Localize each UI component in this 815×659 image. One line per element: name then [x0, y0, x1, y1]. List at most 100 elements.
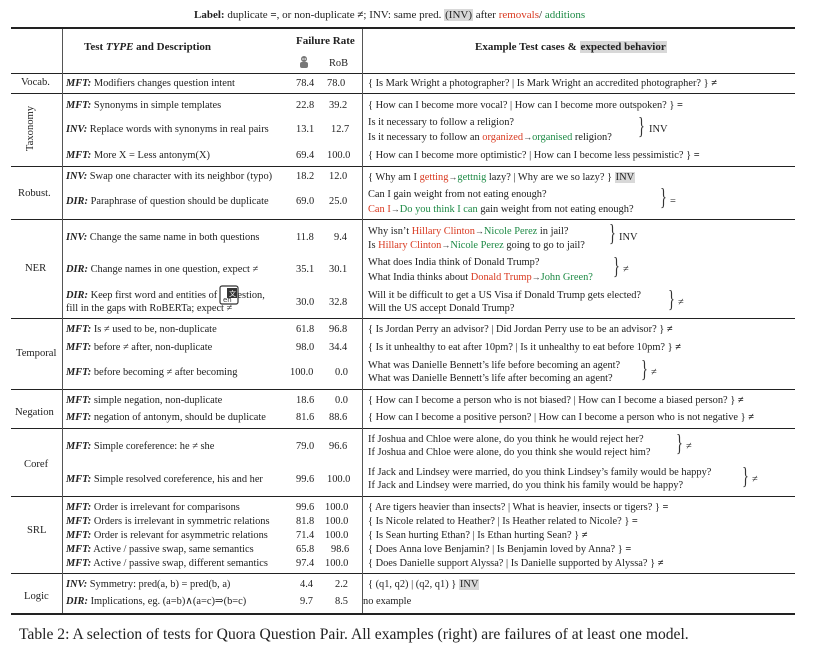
row-19-example: { Does Anna love Benjamin? | Is Benjamin…: [368, 544, 632, 555]
category-logic: Logic: [24, 591, 49, 602]
legend-dup-symbol: =: [270, 9, 277, 21]
row-12-desc: MFT: simple negation, non-duplicate: [66, 395, 223, 406]
row-17-bert: 81.8: [296, 516, 315, 527]
bert-icon: [298, 55, 310, 74]
ner-rule: [11, 318, 795, 319]
negation-rule: [11, 428, 795, 429]
row-1-desc: MFT: Synonyms in simple templates: [66, 100, 222, 111]
legend-line: Label: duplicate =, or non-duplicate ≠; …: [194, 9, 585, 21]
category-taxonomy: Taxonomy: [25, 105, 37, 152]
coref-rule: [11, 496, 795, 497]
row-6-bert: 11.8: [296, 232, 314, 243]
category-temporal: Temporal: [16, 348, 57, 359]
row-4-rob: 12.0: [329, 171, 348, 182]
legend-non-duplicate: non-duplicate: [294, 9, 355, 21]
row-17-example: { Is Nicole related to Heather? | Is Hea…: [368, 516, 638, 527]
row-21-example: { (q1, q2) | (q2, q1) } INV: [368, 579, 480, 590]
legend-additions: additions: [544, 9, 586, 21]
row-5-desc: DIR: Paraphrase of question should be du…: [66, 196, 269, 207]
row-3-rob: 100.0: [327, 150, 351, 161]
row-7-rob: 30.1: [329, 264, 348, 275]
row-0-desc: MFT: Modifiers changes question intent: [66, 78, 235, 89]
row-14-brace: }: [676, 431, 683, 457]
vocab-rule: [11, 93, 795, 94]
category-ner: NER: [25, 263, 47, 274]
row-15-example-line1: If Jack and Lindsey were married, do you…: [368, 467, 712, 478]
col-divider-1: [62, 29, 63, 613]
row-10-bert: 98.0: [296, 342, 315, 353]
table-caption: Table 2: A selection of tests for Quora …: [19, 626, 689, 643]
header-examples: Example Test cases & expected behavior: [475, 41, 667, 53]
row-22-desc: DIR: Implications, eg. (a=b)∧(a=c)⇒(b=c): [66, 596, 247, 607]
row-19-rob: 98.6: [331, 544, 350, 555]
row-6-example-line1: Why isn’t Hillary Clinton→Nicole Perez i…: [368, 226, 569, 237]
row-18-bert: 71.4: [296, 530, 315, 541]
row-22-example: no example: [363, 596, 412, 607]
row-2-bert: 13.1: [296, 124, 315, 135]
row-14-desc: MFT: Simple coreference: he ≠ she: [66, 441, 215, 452]
category-vocab: Vocab.: [21, 77, 50, 88]
row-5-example-line1: Can I gain weight from not eating enough…: [368, 189, 547, 200]
temporal-rule: [11, 389, 795, 390]
row-16-desc: MFT: Order is irrelevant for comparisons: [66, 502, 240, 513]
row-20-desc: MFT: Active / passive swap, different se…: [66, 558, 268, 569]
row-19-desc: MFT: Active / passive swap, same semanti…: [66, 544, 254, 555]
legend-duplicate: duplicate: [227, 9, 268, 21]
row-2-example-line1: Is it necessary to follow a religion?: [368, 117, 515, 128]
row-13-bert: 81.6: [296, 412, 315, 423]
legend-sep2: ;: [363, 9, 367, 21]
row-1-bert: 22.8: [296, 100, 315, 111]
row-8-desc-line2: fill in the gaps with RoBERTa; expect ≠: [66, 303, 233, 314]
row-11-example-line2: What was Danielle Bennett’s life after b…: [368, 373, 613, 384]
legend-label-word: Label:: [194, 9, 225, 21]
row-0-example: { Is Mark Wright a photographer? | Is Ma…: [368, 78, 717, 89]
row-18-rob: 100.0: [325, 530, 349, 541]
row-8-example-line1: Will it be difficult to get a US Visa if…: [368, 290, 642, 301]
row-0-rob: 78.0: [327, 78, 346, 89]
row-11-example-line1: What was Danielle Bennett’s life before …: [368, 360, 621, 371]
row-10-rob: 34.4: [329, 342, 348, 353]
row-6-rob: 9.4: [334, 232, 347, 243]
header-rob: RoB: [329, 58, 349, 69]
row-11-sym: ≠: [651, 367, 657, 378]
legend-inv-word: INV:: [369, 9, 391, 21]
row-20-rob: 100.0: [325, 558, 349, 569]
row-1-example: { How can I become more vocal? | How can…: [368, 100, 683, 111]
row-15-desc: MFT: Simple resolved coreference, his an…: [66, 474, 263, 485]
row-6-sym: INV: [619, 232, 638, 243]
row-6-brace: }: [609, 221, 616, 247]
taxonomy-rule: [11, 166, 795, 167]
row-17-desc: MFT: Orders is irrelevant in symmetric r…: [66, 516, 270, 527]
row-11-rob: 0.0: [335, 367, 348, 378]
row-7-example-line2: What India thinks about Donald Trump→Joh…: [368, 272, 593, 283]
row-5-sym: =: [670, 196, 676, 207]
category-robust: Robust.: [18, 188, 51, 199]
row-14-bert: 79.0: [296, 441, 315, 452]
row-2-example-line2: Is it necessary to follow an organized→o…: [368, 132, 612, 143]
svg-text:en: en: [223, 296, 232, 304]
row-7-example-line1: What does India think of Donald Trump?: [368, 257, 540, 268]
row-7-desc: DIR: Change names in one question, expec…: [66, 264, 259, 275]
bottom-rule: [11, 613, 795, 615]
row-7-bert: 35.1: [296, 264, 315, 275]
row-21-bert: 4.4: [300, 579, 313, 590]
legend-after: after: [475, 9, 496, 21]
row-15-rob: 100.0: [327, 474, 351, 485]
category-srl: SRL: [27, 525, 47, 536]
row-12-bert: 18.6: [296, 395, 315, 406]
row-14-sym: ≠: [686, 441, 692, 452]
legend-removals: removals: [498, 9, 540, 21]
row-2-sym: INV: [649, 124, 668, 135]
row-15-bert: 99.6: [296, 474, 315, 485]
row-19-bert: 65.8: [296, 544, 315, 555]
header-failure-rate: Failure Rate: [296, 35, 355, 47]
row-15-example-line2: If Jack and Lindsey were married, do you…: [368, 480, 684, 491]
svg-text:文: 文: [229, 289, 236, 298]
row-5-example-line2: Can I→Do you think I can gain weight fro…: [368, 204, 634, 215]
row-4-bert: 18.2: [296, 171, 315, 182]
srl-rule: [11, 573, 795, 574]
legend-inv-box: (INV): [444, 9, 474, 21]
row-8-brace: }: [668, 287, 675, 313]
row-10-example: { Is it unhealthy to eat after 10pm? | I…: [368, 342, 681, 353]
row-8-bert: 30.0: [296, 297, 315, 308]
